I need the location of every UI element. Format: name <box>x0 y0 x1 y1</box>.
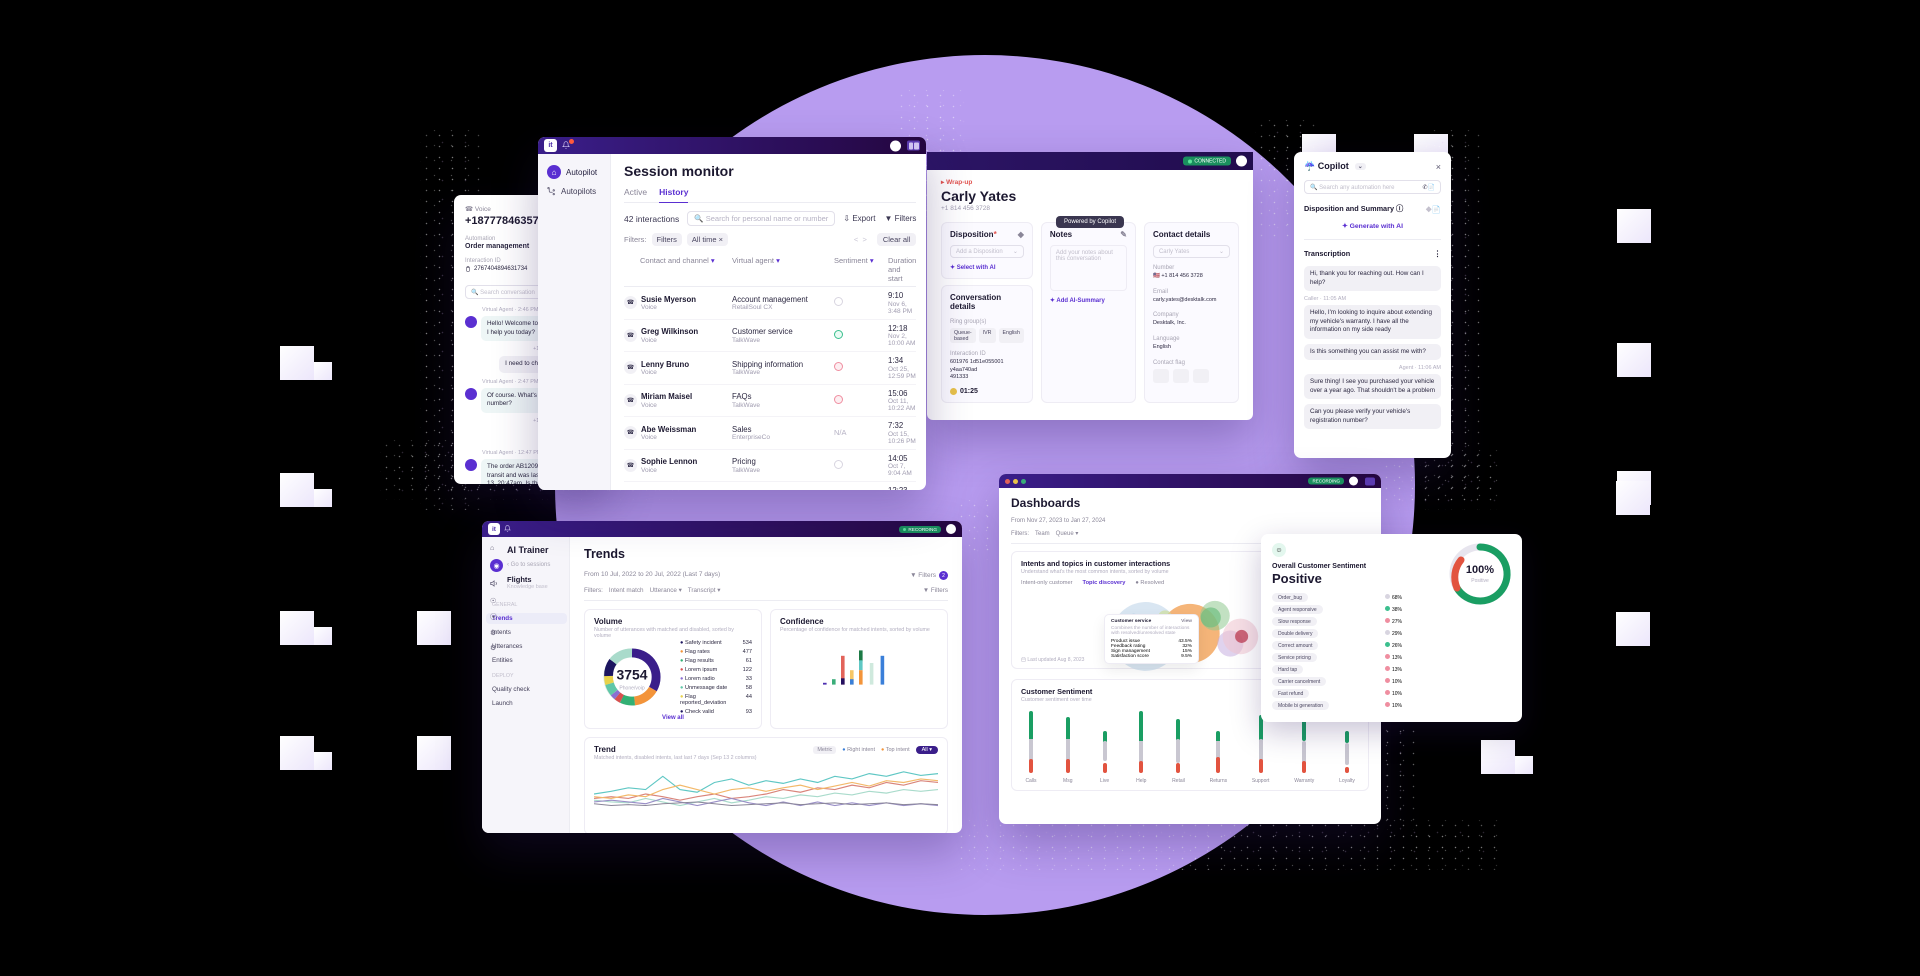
svg-text:Positive: Positive <box>1471 578 1489 584</box>
svg-text:Phone/voip: Phone/voip <box>619 686 644 692</box>
svg-text:100%: 100% <box>1466 564 1494 576</box>
svg-text:3754: 3754 <box>617 667 648 683</box>
